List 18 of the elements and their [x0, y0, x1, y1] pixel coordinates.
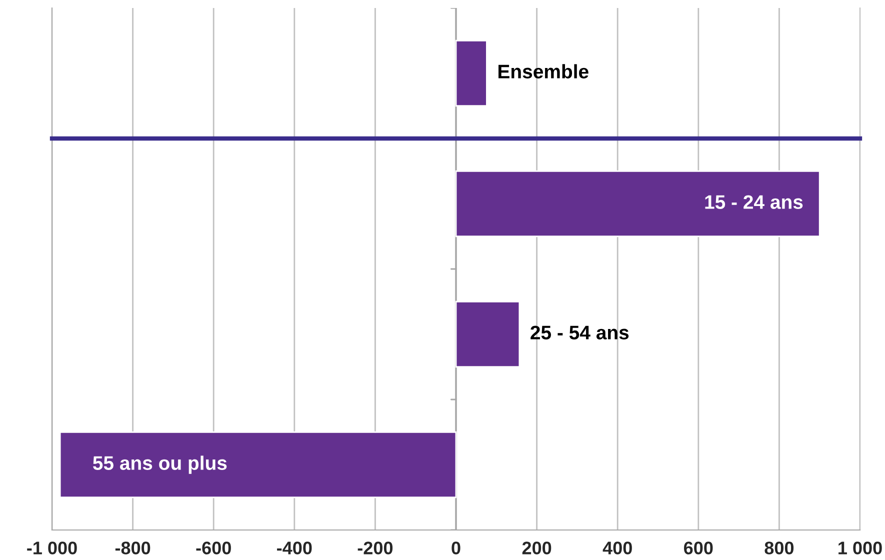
y-tick-label: 15 - 24 ans	[705, 195, 803, 209]
x-tick-label: -200	[358, 542, 393, 554]
x-tick-label: -800	[115, 542, 150, 554]
y-tick-label: 55 ans ou plus	[93, 456, 227, 474]
bar	[455, 300, 520, 368]
x-tick-label: -400	[277, 542, 312, 554]
y-tick-label: 25 - 54 ans	[530, 326, 629, 340]
y-tick-label: Ensemble	[498, 64, 588, 78]
x-tick-label: 800	[764, 542, 794, 554]
x-tick-label: 600	[684, 542, 713, 554]
x-tick-label: 0	[452, 542, 460, 554]
x-tick-label: -600	[196, 542, 231, 554]
x-tick-label: 1 000	[838, 542, 882, 554]
bar	[59, 431, 457, 498]
x-tick-label: 200	[522, 542, 552, 554]
bar	[455, 170, 820, 238]
x-tick-label: 400	[602, 542, 632, 554]
x-tick-label: -1 000	[27, 542, 77, 554]
